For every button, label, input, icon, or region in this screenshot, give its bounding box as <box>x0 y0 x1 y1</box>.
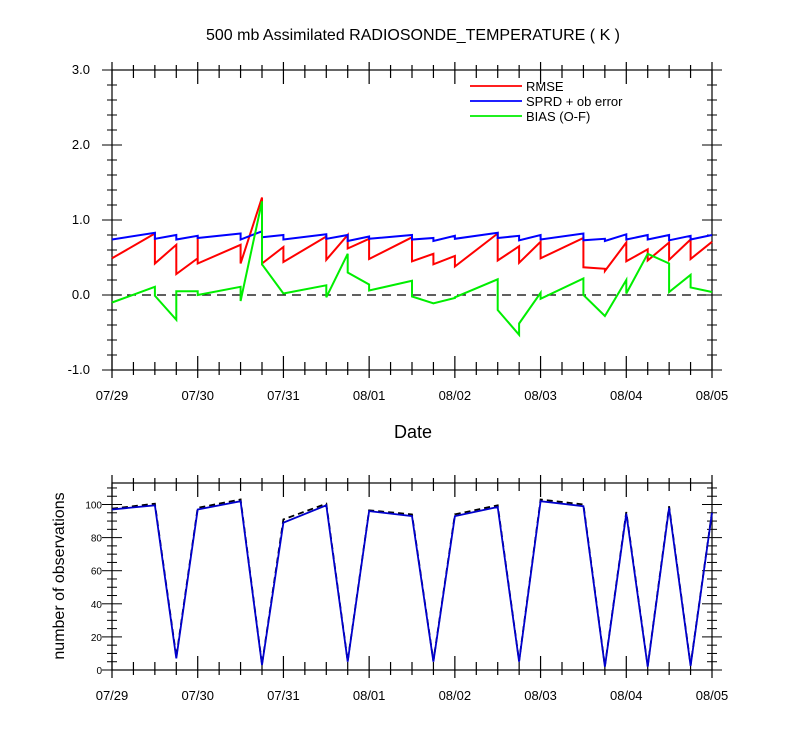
y-tick-label: 80 <box>91 534 103 545</box>
x-tick-label: 08/05 <box>696 388 729 403</box>
x-tick-label: 08/02 <box>439 388 472 403</box>
y-tick-label: 60 <box>91 567 103 578</box>
y-tick-label: 40 <box>91 600 103 611</box>
x-tick-label: 08/04 <box>610 388 643 403</box>
series-line-bias-o-f <box>111 201 713 338</box>
bottom-panel: 07/29 07/30 07/31 08/01 08/02 08/03 08/04 08/05… <box>85 475 728 703</box>
x-tick-label: 08/02 <box>439 688 472 703</box>
x-tick-label: 08/05 <box>696 688 729 703</box>
x-tick-label: 07/31 <box>267 388 300 403</box>
top-panel: 07/29 07/30 07/31 08/01 08/02 08/03 08/04 08/05… <box>68 62 729 403</box>
series-line-obs-1 <box>111 500 713 667</box>
y-tick-label: 100 <box>85 501 102 512</box>
plot-frame <box>111 69 713 371</box>
plot-frame <box>111 482 713 671</box>
legend-label: BIAS (O-F) <box>526 109 590 124</box>
y-tick-label: 0.0 <box>72 287 90 302</box>
y-tick-label: -1.0 <box>68 362 90 377</box>
legend-label: RMSE <box>526 79 564 94</box>
x-tick-label: 08/01 <box>353 388 386 403</box>
x-tick-label: 07/29 <box>96 688 129 703</box>
series-line-obs-0 <box>111 498 713 667</box>
y-tick-label: 1.0 <box>72 212 90 227</box>
legend-label: SPRD + ob error <box>526 94 623 109</box>
x-tick-label: 08/03 <box>524 688 557 703</box>
x-tick-label: 07/30 <box>181 388 214 403</box>
x-tick-label: 07/31 <box>267 688 300 703</box>
x-tick-label: 08/04 <box>610 688 643 703</box>
x-tick-label: 07/29 <box>96 388 129 403</box>
series-line-sprd-ob-error <box>111 229 713 243</box>
x-tick-label: 07/30 <box>181 688 214 703</box>
y-tick-label: 3.0 <box>72 62 90 77</box>
y-tick-label: 20 <box>91 633 103 644</box>
x-tick-label: 08/03 <box>524 388 557 403</box>
y-axis-label-bottom: number of observations <box>51 492 68 659</box>
series-line-rmse <box>111 197 713 276</box>
y-tick-label: 0 <box>96 666 102 677</box>
x-axis-label: Date <box>394 422 432 442</box>
y-tick-label: 2.0 <box>72 137 90 152</box>
x-tick-label: 08/01 <box>353 688 386 703</box>
chart-title: 500 mb Assimilated RADIOSONDE_TEMPERATUR… <box>206 27 620 44</box>
